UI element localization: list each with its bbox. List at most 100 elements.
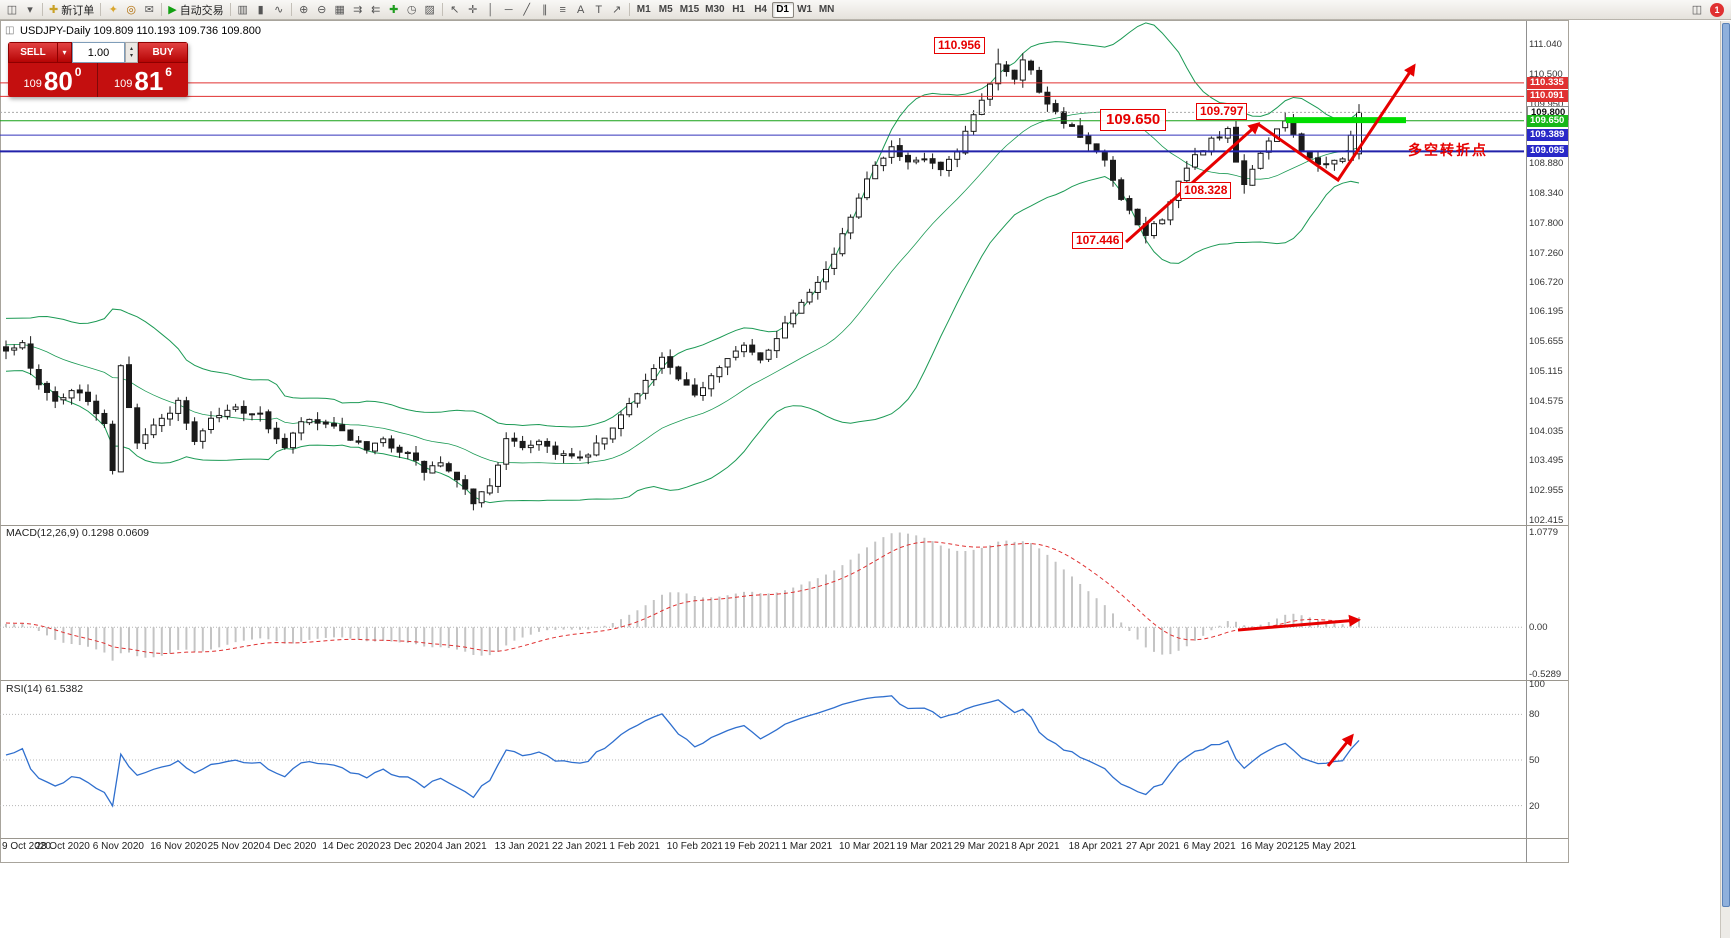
new-chart-icon: ◫ [6,4,18,16]
channel-icon[interactable]: ∥ [536,1,554,18]
chart-shift-icon[interactable]: ⇇ [367,1,385,18]
autotrading-button-icon: ▶ [168,4,177,16]
price-axis-tick: 102.415 [1529,515,1564,526]
date-axis-label: 25 Nov 2020 [207,841,265,852]
cursor-icon: ↖ [450,4,460,16]
metaeditor-icon: ✦ [108,4,118,16]
new-order-button[interactable]: ✚ 新订单 [46,1,97,18]
bar-chart-icon[interactable]: ▥ [234,1,252,18]
profiles-dropdown-icon: ▾ [27,4,33,16]
volume-input[interactable]: 1.00 [72,42,125,63]
vertical-scrollbar[interactable] [1720,21,1730,938]
timeframe-button-m5[interactable]: M5 [658,4,673,15]
horizontal-line-icon: ─ [504,3,513,16]
zoom-in-icon: ⊕ [299,4,309,16]
annotation-price-label[interactable]: 108.328 [1180,182,1232,199]
horizontal-level-lines[interactable] [0,82,1524,153]
annotation-price-label[interactable]: 109.797 [1196,103,1248,120]
arrow-tool-icon[interactable]: ↗ [608,1,626,18]
candlestick-chart-icon: ▮ [257,4,264,16]
profiles-dropdown-icon[interactable]: ▾ [21,1,39,18]
templates-icon[interactable]: ▨ [421,1,439,18]
crosshair-icon[interactable]: ✛ [464,1,482,18]
timeframe-button-h4[interactable]: H4 [754,4,767,15]
date-axis-label: 16 Nov 2020 [150,841,207,852]
sell-price-point: 0 [74,65,82,79]
periods-icon[interactable]: ◷ [403,1,421,18]
fibonacci-icon[interactable]: ≡ [554,1,572,18]
macd-flat-arrow[interactable] [1237,614,1361,632]
rsi-up-arrow[interactable] [1326,733,1354,767]
new-chart-icon[interactable]: ◫ [3,1,21,18]
annotation-arrows[interactable] [1125,63,1416,767]
horizontal-line-icon[interactable]: ─ [500,1,518,18]
spin-down-icon[interactable]: ▾ [129,52,133,59]
toolbar-separator [161,3,163,16]
notification-badge[interactable]: 1 [1710,2,1724,17]
spin-up-icon[interactable]: ▴ [129,45,133,52]
tile-windows-icon[interactable]: ▦ [331,1,349,18]
date-axis-label: 29 Mar 2021 [953,841,1010,852]
bar-chart-icon: ▥ [237,4,248,16]
timeframe-button-mn[interactable]: MN [818,4,835,15]
periods-icon: ◷ [406,4,417,16]
date-axis-label: 16 May 2021 [1240,841,1299,852]
timeframe-button-d1[interactable]: D1 [771,1,794,18]
timeframe-button-w1[interactable]: W1 [797,4,813,15]
autotrading-button[interactable]: ▶ 自动交易 [165,1,226,18]
price-marker-label: 109.389 [1527,129,1568,142]
panel-separators[interactable] [0,525,1569,839]
zoom-in-icon[interactable]: ⊕ [295,1,313,18]
vertical-line-icon: │ [487,3,495,16]
new-order-button-icon: ✚ [49,4,59,16]
turning-point-annotation[interactable]: 多空转折点 [1408,142,1488,158]
price-axis-tick: 106.195 [1529,306,1564,318]
chart-window-frame [0,20,1569,863]
trend-zigzag-arrow[interactable] [1257,63,1416,183]
sell-price-display[interactable]: 109 80 0 [8,63,98,97]
buy-button[interactable]: BUY [138,42,188,63]
templates-icon: ▨ [424,4,435,16]
line-chart-icon[interactable]: ∿ [270,1,288,18]
date-axis-label: 25 May 2021 [1298,841,1357,852]
trendline-icon[interactable]: ╱ [518,1,536,18]
candlestick-chart-icon[interactable]: ▮ [252,1,270,18]
annotation-price-label[interactable]: 110.956 [934,37,985,54]
price-axis-tick: 104.035 [1529,425,1564,437]
timeframe-button-h1[interactable]: H1 [732,4,745,15]
metaeditor-icon[interactable]: ✦ [104,1,122,18]
arrow-tool-icon: ↗ [612,4,622,16]
sell-button[interactable]: SELL [8,42,58,63]
rsi-scale-label: 20 [1529,800,1540,812]
zoom-out-icon[interactable]: ⊖ [313,1,331,18]
sell-options-dropdown-icon[interactable]: ▾ [58,42,72,63]
timeframe-button-m30[interactable]: M30 [705,4,725,15]
vertical-line-icon[interactable]: │ [482,1,500,18]
macd-scale-label: 0.00 [1529,622,1548,634]
text-icon[interactable]: A [572,1,590,18]
buy-price-display[interactable]: 109 81 6 [98,63,188,97]
label-icon[interactable]: T [590,1,608,18]
vertical-scrollbar-thumb[interactable] [1721,23,1730,907]
volume-stepper[interactable]: ▴ ▾ [125,42,138,63]
timeframe-button-m1[interactable]: M1 [636,4,651,15]
docking-icon[interactable]: ◫ [1691,4,1703,16]
indicators-icon[interactable]: ✚ [385,1,403,18]
date-axis-label: 18 Apr 2021 [1068,841,1123,852]
toolbar: ◫ ▾ ✚ 新订单 ✦ ◎ ✉ ▶ 自动交易 ▥ ▮ ∿ ⊕ ⊖ ▦ ⇉ ⇇ ✚ ◷ ▨ ↖ ✛ │ ─ ╱ ∥ ≡ A T ↗ M1 M5 M… [0,0,1731,20]
auto-scroll-icon: ⇉ [353,4,363,16]
rsi-scale-label: 50 [1529,755,1540,766]
cursor-icon[interactable]: ↖ [446,1,464,18]
annotation-price-label[interactable]: 109.650 [1100,109,1167,131]
text-icon: A [577,3,585,16]
symbol-ohlc-info: USDJPY-Daily 109.809 110.193 109.736 109… [20,25,261,37]
line-chart-icon: ∿ [274,4,284,16]
auto-scroll-icon[interactable]: ⇉ [349,1,367,18]
mailbox-icon: ✉ [144,4,154,16]
mailbox-icon[interactable]: ✉ [140,1,158,18]
alerts-icon[interactable]: ◎ [122,1,140,18]
timeframe-button-m15[interactable]: M15 [679,4,700,15]
annotation-price-label[interactable]: 107.446 [1072,232,1124,249]
date-axis-label: 4 Jan 2021 [437,841,487,852]
